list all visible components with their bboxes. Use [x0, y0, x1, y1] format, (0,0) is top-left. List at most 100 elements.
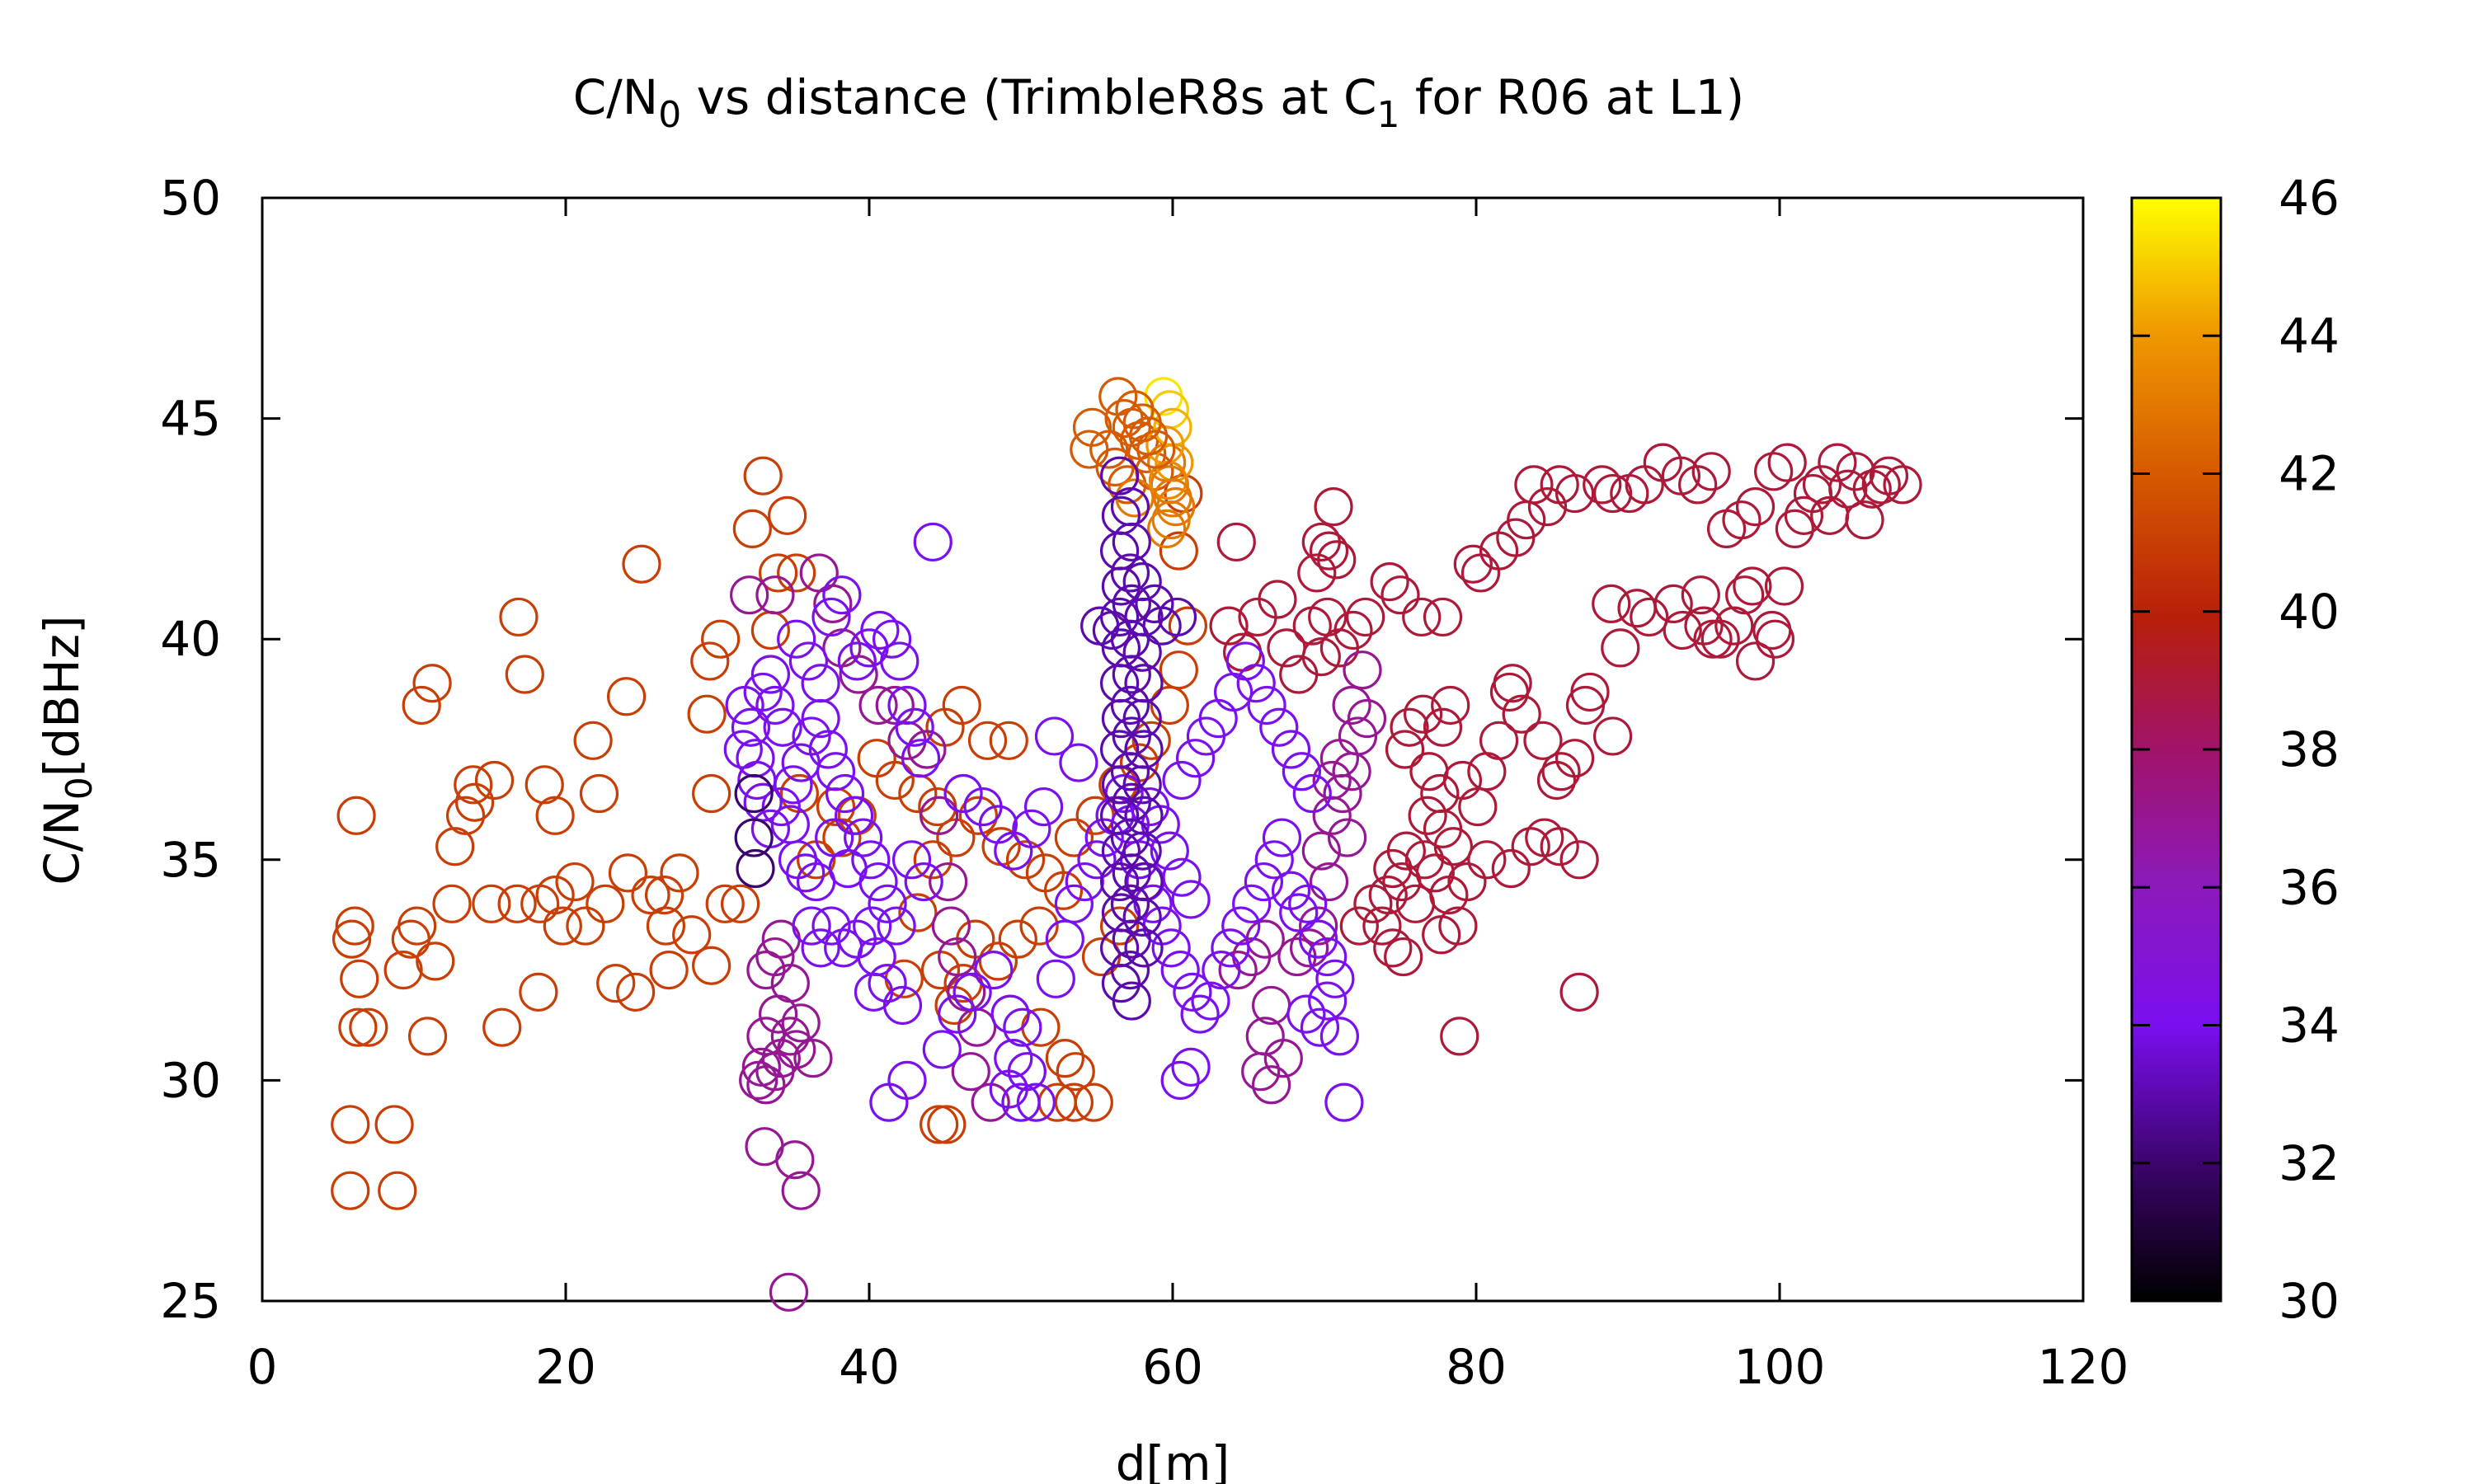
data-point	[1390, 707, 1429, 747]
data-point	[1493, 664, 1532, 703]
data-point	[383, 950, 423, 990]
data-point	[1458, 787, 1498, 827]
data-point	[1431, 685, 1470, 726]
data-point	[445, 796, 486, 835]
data-point	[1373, 848, 1413, 889]
scatter-points	[331, 377, 1922, 1312]
data-point	[922, 1030, 962, 1069]
data-point	[1327, 818, 1367, 857]
data-point	[860, 610, 900, 650]
data-point	[730, 575, 769, 615]
data-point	[1514, 465, 1554, 505]
data-point	[1319, 1017, 1360, 1056]
data-point	[898, 773, 938, 814]
data-point	[1045, 1039, 1084, 1078]
data-point	[887, 685, 927, 726]
x-tick-label: 80	[1446, 1339, 1507, 1395]
data-point	[1714, 606, 1754, 646]
data-point	[1440, 1017, 1479, 1056]
data-point	[1754, 452, 1794, 491]
data-point	[1527, 487, 1568, 527]
data-point	[1346, 597, 1385, 637]
data-point	[777, 553, 816, 593]
data-point	[825, 773, 865, 814]
data-point	[858, 685, 898, 726]
data-point	[1221, 906, 1261, 946]
data-point	[1317, 540, 1357, 580]
data-point	[1171, 880, 1211, 919]
data-point	[872, 619, 912, 659]
data-point	[734, 773, 774, 814]
data-point	[998, 919, 1037, 959]
data-point	[1131, 721, 1171, 760]
data-point	[854, 972, 894, 1012]
data-point	[692, 946, 731, 985]
data-point	[579, 773, 619, 814]
data-point	[1112, 522, 1151, 562]
data-point	[402, 685, 441, 726]
data-point	[1244, 862, 1284, 902]
data-point	[1735, 487, 1776, 527]
data-point	[1845, 500, 1884, 540]
data-point	[616, 972, 656, 1012]
data-point	[1502, 694, 1541, 734]
data-point	[1112, 853, 1151, 893]
data-point	[1101, 698, 1141, 739]
data-point	[927, 1105, 967, 1144]
data-point	[1347, 698, 1387, 739]
data-point	[331, 1171, 370, 1210]
data-point	[1241, 1052, 1281, 1092]
data-point	[1733, 566, 1772, 606]
data-point	[1610, 473, 1649, 514]
data-point	[644, 876, 684, 915]
data-point	[432, 884, 472, 923]
data-point	[1420, 773, 1460, 814]
data-point	[1160, 950, 1200, 990]
data-point	[913, 522, 952, 562]
data-point	[1541, 752, 1581, 791]
data-point	[1059, 743, 1098, 782]
data-point	[454, 765, 493, 805]
data-point	[989, 721, 1028, 760]
data-point	[1460, 553, 1501, 593]
data-point	[1491, 848, 1531, 889]
data-point	[1479, 721, 1519, 760]
colorbar-ticks: 30 32 34 36 38 40 42 44 46	[2132, 170, 2340, 1329]
x-tick-label: 40	[839, 1339, 900, 1395]
data-point	[1122, 897, 1162, 937]
data-point	[1001, 1082, 1041, 1122]
data-point	[1092, 610, 1132, 650]
data-point	[374, 1105, 414, 1144]
data-point	[1707, 509, 1747, 549]
data-point	[1282, 752, 1322, 791]
data-point	[1312, 760, 1352, 801]
data-point	[1101, 566, 1141, 606]
data-point	[1110, 685, 1150, 726]
data-point	[1423, 809, 1463, 848]
data-point	[338, 1007, 378, 1047]
data-point	[336, 796, 376, 835]
data-point	[543, 906, 582, 946]
data-point	[1122, 698, 1162, 739]
data-point	[1362, 906, 1402, 946]
data-point	[1764, 566, 1804, 606]
data-point	[793, 1039, 833, 1078]
data-point	[763, 707, 802, 747]
data-point	[505, 655, 544, 694]
data-point	[1370, 562, 1409, 602]
data-point	[1319, 739, 1360, 778]
data-point	[622, 544, 661, 584]
data-point	[1299, 919, 1338, 959]
data-point	[755, 685, 795, 726]
data-point	[1271, 730, 1311, 769]
data-point	[412, 664, 452, 703]
data-point	[1725, 575, 1765, 615]
data-point	[1173, 972, 1212, 1012]
data-point	[1373, 928, 1413, 968]
data-point	[781, 743, 821, 782]
data-point	[1175, 739, 1216, 778]
data-point	[1012, 809, 1051, 848]
data-point	[1617, 589, 1657, 628]
